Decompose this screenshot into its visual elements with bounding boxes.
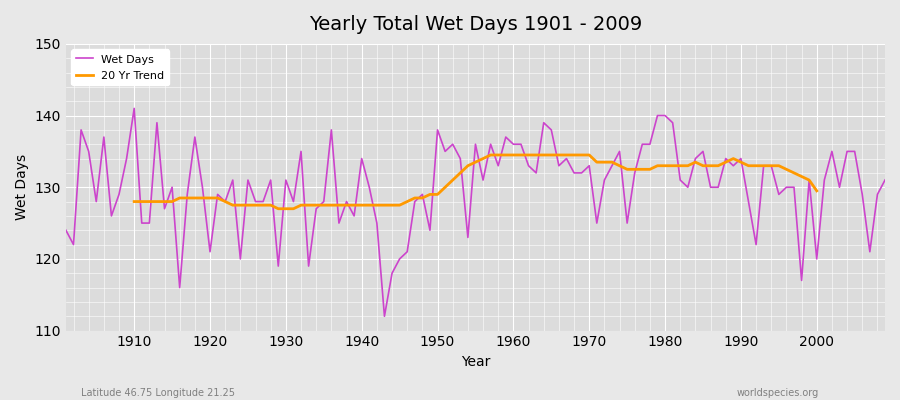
Text: Latitude 46.75 Longitude 21.25: Latitude 46.75 Longitude 21.25 (81, 388, 235, 398)
20 Yr Trend (310, 203, 321, 208)
20 Yr Trend (804, 178, 814, 182)
Line: 20 Yr Trend: 20 Yr Trend (134, 155, 816, 209)
20 Yr Trend (538, 152, 549, 157)
Wet Days (60, 228, 71, 233)
20 Yr Trend (273, 206, 284, 211)
20 Yr Trend (485, 152, 496, 157)
Legend: Wet Days, 20 Yr Trend: Wet Days, 20 Yr Trend (71, 50, 169, 86)
20 Yr Trend (129, 199, 140, 204)
20 Yr Trend (720, 160, 731, 164)
Wet Days (523, 163, 534, 168)
Wet Days (516, 142, 526, 147)
Wet Days (129, 106, 140, 111)
20 Yr Trend (811, 188, 822, 193)
Line: Wet Days: Wet Days (66, 108, 885, 316)
Wet Days (122, 156, 132, 161)
20 Yr Trend (295, 203, 306, 208)
Wet Days (614, 149, 625, 154)
Wet Days (879, 178, 890, 182)
X-axis label: Year: Year (461, 355, 491, 369)
Title: Yearly Total Wet Days 1901 - 2009: Yearly Total Wet Days 1901 - 2009 (309, 15, 642, 34)
Y-axis label: Wet Days: Wet Days (15, 154, 29, 220)
Wet Days (295, 149, 306, 154)
Wet Days (379, 314, 390, 319)
20 Yr Trend (212, 196, 223, 200)
Wet Days (341, 199, 352, 204)
Text: worldspecies.org: worldspecies.org (737, 388, 819, 398)
